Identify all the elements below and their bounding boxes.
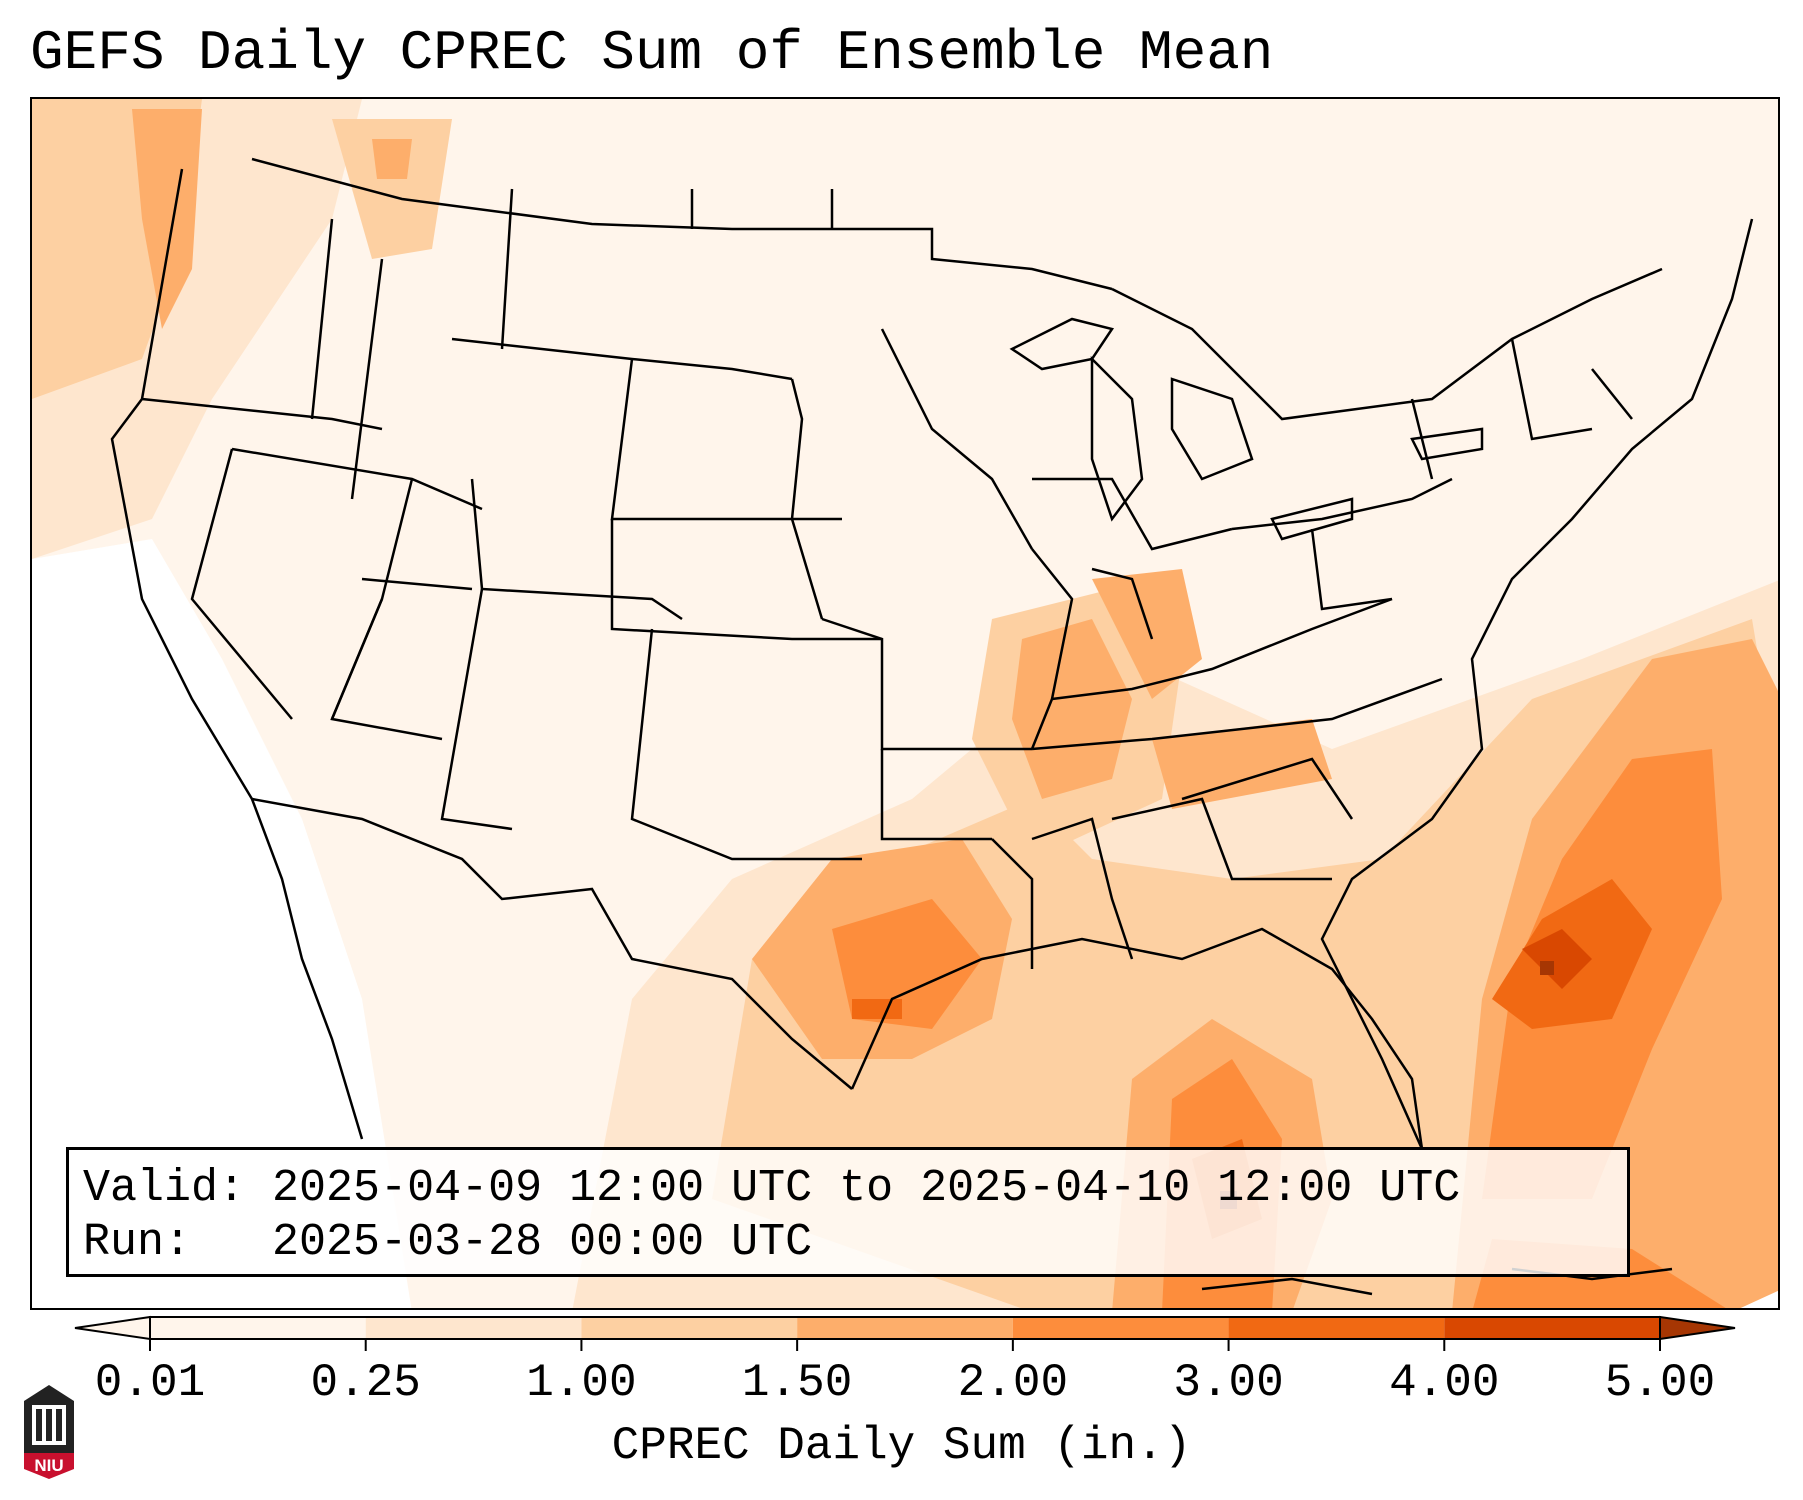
run-line: Run: 2025-03-28 00:00 UTC <box>83 1216 1613 1270</box>
colorbar-segment <box>150 1317 366 1339</box>
colorbar-segment <box>581 1317 798 1339</box>
run-label: Run: <box>83 1217 192 1268</box>
run-value: 2025-03-28 00:00 UTC <box>272 1217 813 1268</box>
colorbar-segments <box>74 1315 1736 1341</box>
colorbar-tick-label: 2.00 <box>957 1357 1069 1409</box>
colorbar-tick-label: 0.25 <box>310 1357 421 1409</box>
colorbar-tick-label: 5.00 <box>1604 1357 1716 1409</box>
colorbar <box>74 1315 1736 1351</box>
colorbar-tick-label: 0.01 <box>94 1357 206 1409</box>
valid-value: 2025-04-09 12:00 UTC to 2025-04-10 12:00… <box>272 1163 1461 1214</box>
colorbar-segment <box>1444 1317 1660 1339</box>
precip-map <box>32 99 1778 1308</box>
colorbar-outline <box>149 1316 1661 1340</box>
map-panel[interactable] <box>30 97 1780 1310</box>
niu-logo-icon <box>24 1385 74 1479</box>
valid-line: Valid: 2025-04-09 12:00 UTC to 2025-04-1… <box>83 1162 1613 1216</box>
colorbar-tick-label: 4.00 <box>1389 1357 1500 1409</box>
great-lakes <box>1009 317 1484 541</box>
colorbar-segment <box>797 1317 1013 1339</box>
state-borders <box>110 157 1754 1150</box>
colorbar-tick-label: 3.00 <box>1173 1357 1284 1409</box>
colorbar-tick-label: 1.00 <box>526 1357 637 1409</box>
valid-label: Valid: <box>83 1163 246 1214</box>
precip-field <box>32 99 1778 1308</box>
map-title: GEFS Daily CPREC Sum of Ensemble Mean <box>30 21 1274 85</box>
colorbar-segment <box>1012 1317 1229 1339</box>
info-box: Valid: 2025-04-09 12:00 UTC to 2025-04-1… <box>66 1147 1630 1277</box>
colorbar-segment <box>365 1317 582 1339</box>
colorbar-ticks <box>149 1339 1661 1351</box>
colorbar-extend-low <box>74 1315 151 1341</box>
logo-text: NIU <box>34 1456 64 1475</box>
colorbar-label: CPREC Daily Sum (in.) <box>611 1420 1192 1472</box>
colorbar-extend-high <box>1659 1315 1736 1341</box>
colorbar-segment <box>1228 1317 1445 1339</box>
colorbar-tick-label: 1.50 <box>741 1357 853 1409</box>
